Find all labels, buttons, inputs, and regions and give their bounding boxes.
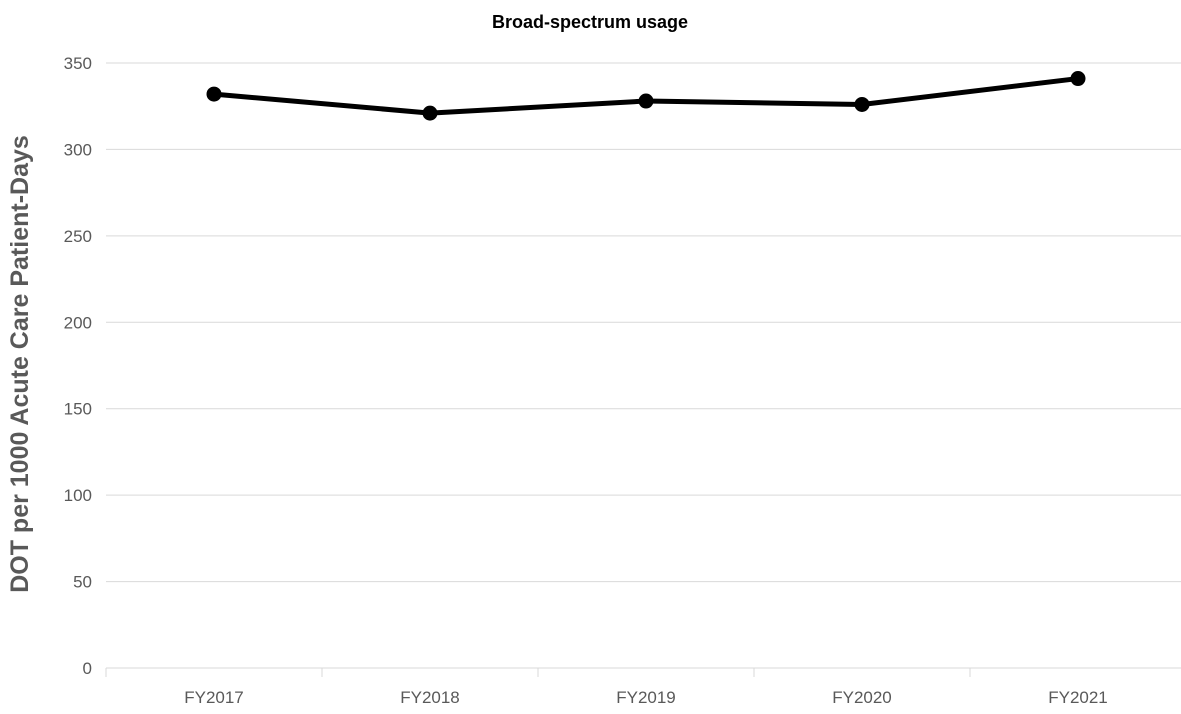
x-tick-label: FY2020 (832, 688, 892, 707)
y-tick-label: 350 (64, 54, 92, 73)
y-tick-label: 0 (83, 659, 92, 678)
y-tick-label: 250 (64, 227, 92, 246)
x-tick-label: FY2019 (616, 688, 676, 707)
y-axis-label: DOT per 1000 Acute Care Patient-Days (6, 135, 34, 593)
y-tick-label: 100 (64, 486, 92, 505)
y-tick-label: 200 (64, 313, 92, 332)
data-point (638, 93, 654, 109)
chart-title: Broad-spectrum usage (492, 12, 688, 32)
y-tick-label: 300 (64, 140, 92, 159)
x-tick-label: FY2018 (400, 688, 460, 707)
data-point (1070, 71, 1086, 87)
data-point (422, 105, 438, 121)
data-point (206, 86, 222, 102)
x-axis (105, 667, 1181, 677)
x-tick-label: FY2021 (1048, 688, 1108, 707)
data-point (854, 96, 870, 112)
y-axis-tick-labels: 0 50 100 150 200 250 300 350 (64, 54, 92, 678)
x-tick-label: FY2017 (184, 688, 244, 707)
gridlines (106, 62, 1181, 583)
y-tick-label: 50 (73, 573, 92, 592)
series-group (206, 71, 1086, 121)
y-tick-label: 150 (64, 400, 92, 419)
x-axis-tick-labels: FY2017 FY2018 FY2019 FY2020 FY2021 (184, 688, 1108, 707)
